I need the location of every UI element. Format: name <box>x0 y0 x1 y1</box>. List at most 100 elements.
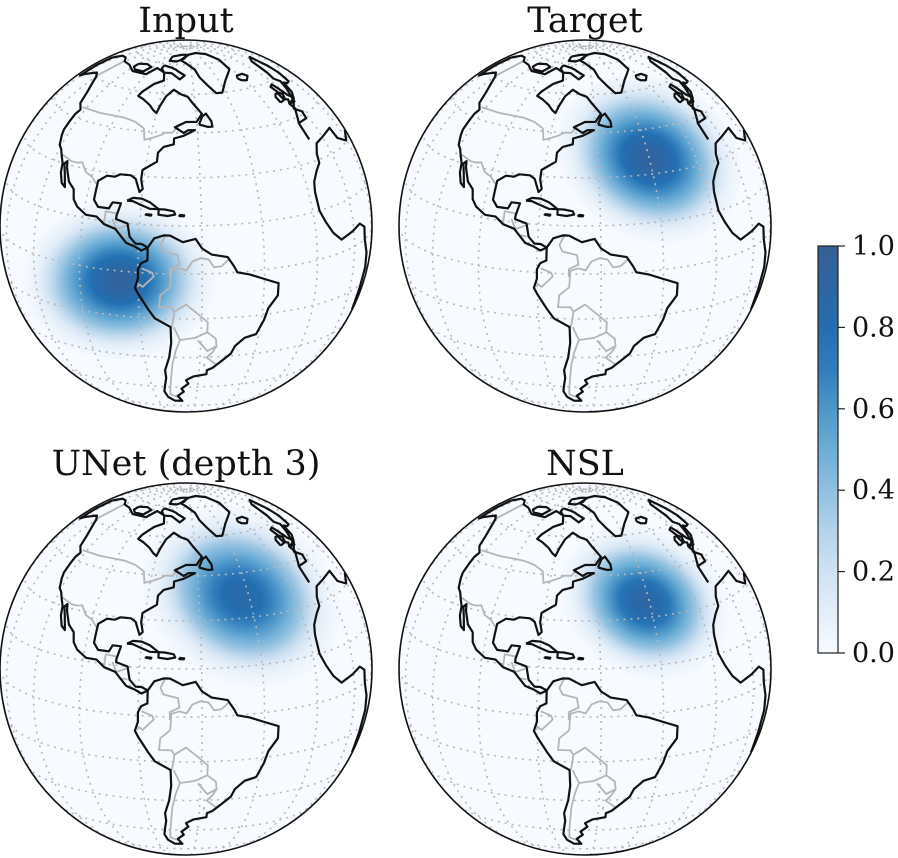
colorbar: 0.0 0.2 0.4 0.6 0.8 1.0 <box>817 231 895 669</box>
country-border <box>136 710 155 731</box>
panel-unet: UNet (depth 3) <box>0 444 373 856</box>
colorbar-tick-label: 0.0 <box>852 638 895 669</box>
coastline <box>58 54 203 252</box>
country-border <box>460 596 496 628</box>
coastline <box>269 526 294 548</box>
globe <box>398 482 772 856</box>
gridline-longitude <box>185 45 266 412</box>
coastline <box>559 64 585 81</box>
coastline <box>132 505 153 516</box>
gridline-longitude <box>185 488 356 832</box>
coastline <box>543 656 552 660</box>
gridline-longitude <box>584 488 665 855</box>
coastline <box>532 677 679 845</box>
country-border <box>95 60 125 77</box>
country-border <box>159 677 181 721</box>
globe <box>0 39 373 413</box>
coastline <box>269 83 294 105</box>
country-border <box>169 257 201 288</box>
coastline <box>673 535 685 547</box>
country-border <box>61 153 97 185</box>
country-border <box>169 782 181 841</box>
gridline-latitude <box>104 835 269 850</box>
country-border <box>172 746 209 784</box>
coastline <box>132 62 153 73</box>
country-border <box>502 653 516 666</box>
gridline-longitude <box>584 45 665 412</box>
coastline <box>531 62 552 73</box>
coastline <box>457 54 602 252</box>
country-border <box>111 218 118 230</box>
coastline <box>532 234 679 402</box>
country-border <box>159 234 181 278</box>
coastline <box>543 213 552 217</box>
gridline-latitude <box>27 765 346 802</box>
country-border <box>169 339 181 398</box>
gridline-latitude <box>405 719 764 763</box>
country-border <box>103 210 117 223</box>
panel-title: Target <box>527 1 642 41</box>
country-border <box>520 234 527 238</box>
colorbar-tick-label: 0.4 <box>852 475 895 506</box>
gridline-longitude <box>584 45 755 389</box>
country-border <box>520 677 527 681</box>
country-border <box>157 729 176 772</box>
coastline <box>556 208 576 218</box>
country-border <box>571 303 608 341</box>
country-border <box>510 661 517 673</box>
country-border <box>599 257 629 269</box>
country-border <box>604 788 617 809</box>
gridline-latitude <box>503 392 668 407</box>
country-border <box>601 806 605 810</box>
gridline-latitude <box>6 719 365 763</box>
coastline <box>144 213 153 217</box>
coastline <box>596 112 613 128</box>
coastline <box>178 656 186 661</box>
coastline <box>577 213 585 218</box>
gridline-latitude <box>426 765 745 802</box>
country-border <box>121 677 128 681</box>
country-border <box>494 503 524 520</box>
coastline <box>556 651 576 661</box>
gridline-latitude <box>405 276 764 320</box>
gridline-longitude <box>185 488 266 855</box>
country-border <box>510 218 517 230</box>
country-border <box>571 746 608 784</box>
coastline <box>313 126 368 310</box>
globe <box>398 39 772 413</box>
country-border <box>460 153 496 185</box>
globe-outline <box>0 39 373 413</box>
globe-outline <box>398 39 772 413</box>
country-border <box>121 234 128 238</box>
country-border <box>481 549 580 585</box>
coastline <box>274 535 286 547</box>
coastline <box>58 497 203 695</box>
country-border <box>558 677 580 721</box>
coastline <box>712 126 767 310</box>
country-border <box>568 782 580 841</box>
country-border <box>568 257 600 288</box>
globe-outline <box>398 482 772 856</box>
country-border <box>82 106 181 142</box>
gridline-longitude <box>185 45 356 389</box>
coastline <box>578 51 630 95</box>
coastline <box>457 497 602 695</box>
country-border <box>82 549 181 585</box>
country-border <box>535 267 554 288</box>
blob-input <box>23 201 216 360</box>
country-border <box>200 700 230 712</box>
country-border <box>556 729 575 772</box>
coastline <box>133 234 280 402</box>
coastline <box>133 677 280 845</box>
coastline <box>197 112 214 128</box>
colorbar-tick-label: 0.6 <box>852 394 895 425</box>
coastline <box>168 53 189 63</box>
country-border <box>502 210 516 223</box>
coastline <box>668 526 693 548</box>
coastline <box>313 569 368 753</box>
country-border <box>200 257 230 269</box>
country-border <box>95 503 125 520</box>
coastline <box>168 496 189 506</box>
country-border <box>604 345 617 366</box>
